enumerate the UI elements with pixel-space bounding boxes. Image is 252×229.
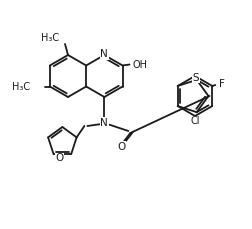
Text: N: N	[101, 49, 108, 59]
Text: O: O	[55, 153, 64, 163]
Text: S: S	[192, 73, 199, 83]
Text: OH: OH	[132, 60, 147, 69]
Text: Cl: Cl	[191, 116, 200, 126]
Text: N: N	[101, 118, 108, 128]
Text: O: O	[117, 142, 125, 152]
Text: H₃C: H₃C	[41, 33, 59, 43]
Text: H₃C: H₃C	[12, 82, 30, 92]
Text: F: F	[219, 79, 225, 89]
